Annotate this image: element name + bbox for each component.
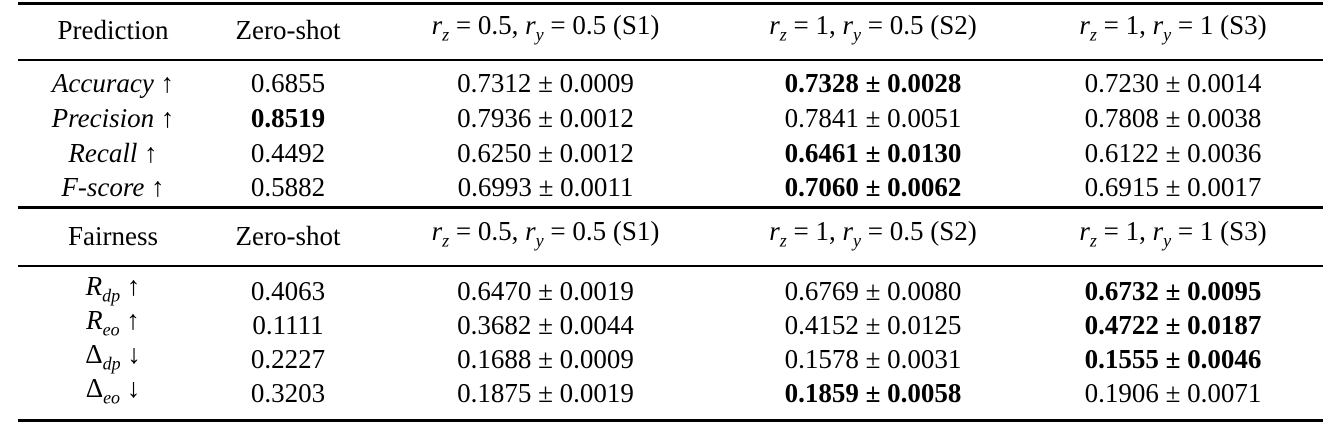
value-cell: 0.7230 ± 0.0014	[1084, 68, 1262, 98]
table-row: Recall ↑ 0.4492 0.6250 ± 0.0012 0.6461 ± 0.…	[18, 136, 1323, 170]
header-cell: rz = 1, ry = 1 (S3)	[1079, 10, 1267, 45]
value-cell: 0.6732 ± 0.0095	[1084, 276, 1262, 306]
header-cell: Zero-shot	[235, 221, 341, 251]
value-cell: 0.6769 ± 0.0080	[784, 276, 962, 306]
value-cell: 0.4492	[250, 138, 326, 168]
header-cell: rz = 0.5, ry = 0.5 (S1)	[431, 10, 660, 45]
table-row: F-score ↑ 0.5882 0.6993 ± 0.0011 0.7060 ± 0…	[18, 170, 1323, 204]
value-cell: 0.2227	[250, 344, 326, 374]
header-cell: rz = 1, ry = 1 (S3)	[1079, 216, 1267, 251]
metric-label: Reo ↑	[86, 305, 140, 340]
table-row: Precision ↑ 0.8519 0.7936 ± 0.0012 0.7841 ±…	[18, 101, 1323, 135]
header-cell: rz = 0.5, ry = 0.5 (S1)	[431, 216, 660, 251]
value-cell: 0.7808 ± 0.0038	[1084, 103, 1262, 133]
value-cell: 0.3203	[250, 378, 326, 408]
metric-label: Δeo ↓	[85, 373, 141, 408]
table-row: Rdp ↑ 0.4063 0.6470 ± 0.0019 0.6769 ± 0.008…	[18, 271, 1323, 308]
header-rule-prediction	[18, 59, 1323, 61]
header-rule-fairness	[18, 265, 1323, 267]
value-cell: 0.7060 ± 0.0062	[784, 172, 962, 202]
header-cell: Fairness	[68, 221, 158, 251]
top-rule	[18, 2, 1323, 5]
value-cell: 0.6470 ± 0.0019	[457, 276, 634, 306]
value-cell: 0.1578 ± 0.0031	[784, 344, 962, 374]
value-cell: 0.3682 ± 0.0044	[457, 310, 634, 340]
value-cell: 0.7328 ± 0.0028	[784, 68, 962, 98]
table-row: Accuracy ↑ 0.6855 0.7312 ± 0.0009 0.7328 ± …	[18, 66, 1323, 100]
value-cell: 0.5882	[250, 172, 326, 202]
value-cell: 0.7312 ± 0.0009	[457, 68, 634, 98]
bottom-rule	[18, 419, 1323, 422]
metric-label: F-score ↑	[61, 172, 165, 202]
value-cell: 0.7841 ± 0.0051	[784, 103, 962, 133]
table-row: Δdp ↓ 0.2227 0.1688 ± 0.0009 0.1578 ± 0.003…	[18, 339, 1323, 376]
metric-label: Accuracy ↑	[51, 68, 175, 98]
value-cell: 0.6122 ± 0.0036	[1084, 138, 1262, 168]
header-cell: rz = 1, ry = 0.5 (S2)	[769, 216, 977, 251]
value-cell: 0.1906 ± 0.0071	[1084, 378, 1262, 408]
header-cell: Zero-shot	[235, 15, 341, 45]
value-cell: 0.1875 ± 0.0019	[457, 378, 634, 408]
header-cell: Prediction	[57, 15, 169, 45]
header-cell: rz = 1, ry = 0.5 (S2)	[769, 10, 977, 45]
value-cell: 0.1555 ± 0.0046	[1084, 344, 1262, 374]
value-cell: 0.1688 ± 0.0009	[457, 344, 634, 374]
value-cell: 0.6250 ± 0.0012	[457, 138, 634, 168]
value-cell: 0.7936 ± 0.0012	[457, 103, 634, 133]
value-cell: 0.6915 ± 0.0017	[1084, 172, 1262, 202]
value-cell: 0.4063	[250, 276, 326, 306]
table-row: Reo ↑ 0.1111 0.3682 ± 0.0044 0.4152 ± 0.012…	[18, 305, 1323, 342]
value-cell: 0.1859 ± 0.0058	[784, 378, 962, 408]
value-cell: 0.1111	[252, 310, 324, 340]
value-cell: 0.4722 ± 0.0187	[1084, 310, 1262, 340]
mid-rule	[18, 206, 1323, 209]
value-cell: 0.6461 ± 0.0130	[784, 138, 962, 168]
value-cell: 0.6855	[250, 68, 326, 98]
value-cell: 0.8519	[250, 103, 326, 133]
prediction-header-row: Prediction Zero-shot rz = 0.5, ry = 0.5 …	[18, 10, 1323, 47]
value-cell: 0.4152 ± 0.0125	[784, 310, 962, 340]
table-row: Δeo ↓ 0.3203 0.1875 ± 0.0019 0.1859 ± 0.005…	[18, 373, 1323, 410]
metric-label: Recall ↑	[68, 138, 158, 168]
metric-label: Rdp ↑	[85, 271, 141, 306]
value-cell: 0.6993 ± 0.0011	[457, 172, 634, 202]
metric-label: Precision ↑	[51, 103, 175, 133]
metric-label: Δdp ↓	[85, 339, 141, 374]
fairness-header-row: Fairness Zero-shot rz = 0.5, ry = 0.5 (S…	[18, 216, 1323, 253]
